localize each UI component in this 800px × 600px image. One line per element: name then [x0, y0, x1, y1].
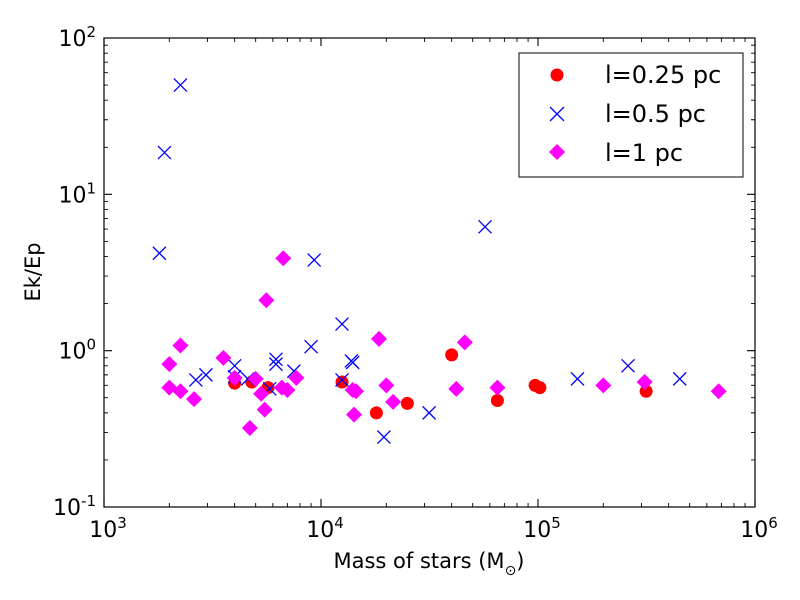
point-series-1-17 — [345, 355, 360, 370]
point-series-2-25 — [595, 377, 612, 394]
point-series-2-4 — [186, 391, 203, 408]
y-tick-label-2: 101 — [58, 179, 96, 208]
point-series-2-5 — [215, 349, 232, 366]
point-series-1-20 — [478, 219, 492, 234]
point-series-1-0 — [152, 246, 167, 261]
legend-marker-l1 — [549, 144, 565, 160]
point-series-2-12 — [275, 250, 292, 267]
point-series-0-9 — [533, 381, 547, 395]
x-tick-label-0: 103 — [89, 514, 127, 543]
point-series-2-0 — [161, 356, 178, 373]
point-series-0-4 — [369, 406, 383, 420]
x-tick-label-3: 106 — [740, 514, 778, 543]
point-series-0-6 — [445, 348, 459, 362]
legend: l=0.25 pc l=0.5 pc l=1 pc — [518, 52, 744, 178]
y-axis-label: Ek/Ep — [21, 242, 45, 301]
legend-label-l025: l=0.25 pc — [605, 61, 721, 89]
point-series-2-10 — [256, 401, 273, 418]
point-series-1-2 — [173, 78, 188, 93]
point-series-2-21 — [385, 393, 402, 410]
legend-label-l05: l=0.5 pc — [605, 100, 706, 128]
x-axis-label: Mass of stars (M⊙) — [333, 549, 524, 579]
point-series-2-9 — [253, 385, 270, 402]
point-series-2-18 — [348, 383, 365, 400]
point-series-2-7 — [241, 420, 258, 437]
point-series-1-18 — [376, 430, 391, 445]
point-series-0-7 — [490, 393, 504, 407]
legend-marker-l025 — [550, 68, 564, 82]
point-series-1-22 — [621, 358, 636, 373]
point-series-2-26 — [636, 374, 653, 391]
point-series-1-21 — [570, 371, 585, 386]
legend-label-l1: l=1 pc — [605, 139, 683, 167]
point-series-2-11 — [258, 292, 275, 309]
point-series-2-22 — [448, 380, 465, 397]
x-tick-label-2: 105 — [523, 514, 561, 543]
point-series-2-15 — [288, 369, 305, 386]
point-series-1-5 — [227, 358, 242, 373]
point-series-1-1 — [157, 145, 172, 160]
point-series-2-3 — [172, 383, 189, 400]
point-series-2-2 — [172, 337, 189, 354]
point-series-1-13 — [307, 253, 322, 267]
point-series-0-3 — [335, 375, 349, 389]
point-series-2-20 — [378, 377, 395, 394]
point-series-2-6 — [226, 369, 243, 386]
point-series-1-15 — [335, 372, 349, 387]
point-series-1-9 — [268, 352, 283, 367]
y-tick-label-3: 102 — [58, 23, 96, 52]
plot-frame — [103, 37, 756, 508]
point-series-2-14 — [279, 382, 296, 399]
point-series-1-23 — [672, 371, 687, 386]
point-series-2-24 — [489, 379, 506, 396]
point-series-1-12 — [304, 339, 319, 354]
point-series-1-10 — [268, 357, 283, 372]
point-series-2-19 — [370, 330, 387, 347]
point-series-2-17 — [346, 406, 363, 423]
point-series-1-4 — [198, 367, 213, 382]
point-series-0-5 — [400, 396, 414, 410]
point-series-2-23 — [456, 334, 473, 351]
y-tick-label-1: 100 — [58, 336, 96, 365]
point-series-1-14 — [335, 317, 349, 332]
point-series-1-3 — [188, 372, 203, 387]
y-tick-label-0: 10-1 — [53, 492, 96, 521]
point-series-1-19 — [422, 405, 437, 420]
legend-marker-l05 — [549, 106, 565, 122]
data-points — [152, 78, 727, 445]
point-series-2-27 — [710, 383, 727, 400]
x-tick-label-1: 104 — [306, 514, 344, 543]
point-series-2-8 — [247, 370, 264, 387]
